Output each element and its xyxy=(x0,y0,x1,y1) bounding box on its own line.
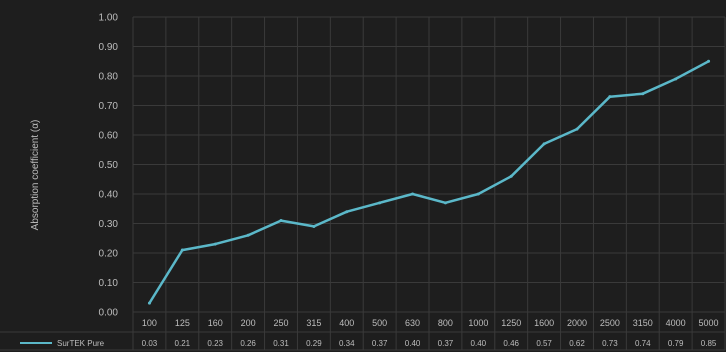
data-point xyxy=(213,242,217,246)
y-tick-label: 0.30 xyxy=(99,219,119,230)
data-table-value: 0.57 xyxy=(536,339,552,348)
data-table-value: 0.03 xyxy=(142,339,158,348)
legend-label: SurTEK Pure xyxy=(57,339,105,348)
data-point xyxy=(542,142,546,146)
y-tick-label: 0.60 xyxy=(99,131,119,142)
y-tick-label: 0.80 xyxy=(99,72,119,83)
data-point xyxy=(575,127,579,131)
data-table-value: 0.26 xyxy=(240,339,256,348)
gridlines xyxy=(0,16,726,351)
data-table-value: 0.73 xyxy=(602,339,618,348)
data-point xyxy=(476,192,480,196)
x-tick-label: 1600 xyxy=(534,318,554,328)
data-point xyxy=(443,201,447,205)
y-axis-title: Absorption coefficient (α) xyxy=(30,120,41,231)
data-table-value: 0.85 xyxy=(701,339,717,348)
series-line xyxy=(148,60,710,305)
data-table-value: 0.79 xyxy=(668,339,684,348)
data-point xyxy=(246,233,250,237)
y-tick-label: 0.70 xyxy=(99,101,119,112)
data-table-value: 0.37 xyxy=(372,339,388,348)
x-tick-label: 4000 xyxy=(666,318,686,328)
data-point xyxy=(378,201,382,205)
x-tick-label: 5000 xyxy=(699,318,719,328)
x-tick-label: 500 xyxy=(372,318,387,328)
data-point xyxy=(674,77,678,81)
data-point xyxy=(180,248,184,252)
data-table-value: 0.29 xyxy=(306,339,322,348)
data-point xyxy=(312,224,316,228)
data-table-value: 0.40 xyxy=(471,339,487,348)
x-tick-label: 2500 xyxy=(600,318,620,328)
x-axis-ticks: 100 125 160 200 250 315 400 500 630 800 1000 1250 16… xyxy=(142,318,719,328)
x-tick-label: 2000 xyxy=(567,318,587,328)
y-tick-label: 0.90 xyxy=(99,42,119,53)
data-table-value: 0.34 xyxy=(339,339,355,348)
x-tick-label: 315 xyxy=(306,318,321,328)
data-point xyxy=(707,59,711,63)
y-tick-label: 1.00 xyxy=(99,13,119,24)
y-axis-ticks: 0.00 0.10 0.20 0.30 0.40 0.50 0.60 0.70 0.80 0.90… xyxy=(99,13,119,319)
data-table-value: 0.46 xyxy=(503,339,519,348)
x-tick-label: 630 xyxy=(405,318,420,328)
data-table-value: 0.31 xyxy=(273,339,289,348)
x-tick-label: 250 xyxy=(273,318,288,328)
y-tick-label: 0.10 xyxy=(99,278,119,289)
y-tick-label: 0.50 xyxy=(99,160,119,171)
data-point xyxy=(411,192,415,196)
x-tick-label: 1000 xyxy=(468,318,488,328)
data-table-value: 0.62 xyxy=(569,339,585,348)
x-tick-label: 800 xyxy=(438,318,453,328)
data-point xyxy=(641,92,645,96)
data-table-value: 0.40 xyxy=(405,339,421,348)
x-tick-label: 1250 xyxy=(501,318,521,328)
x-tick-label: 100 xyxy=(142,318,157,328)
y-tick-label: 0.00 xyxy=(99,308,119,319)
data-table: SurTEK Pure 0.03 0.21 0.23 0.26 0.31 0.29 0.34 0… xyxy=(20,339,717,348)
x-tick-label: 200 xyxy=(241,318,256,328)
data-table-value: 0.23 xyxy=(207,339,223,348)
data-point xyxy=(608,95,612,99)
x-tick-label: 400 xyxy=(339,318,354,328)
y-tick-label: 0.40 xyxy=(99,190,119,201)
x-tick-label: 160 xyxy=(208,318,223,328)
data-point xyxy=(147,301,151,305)
data-table-value: 0.37 xyxy=(438,339,454,348)
y-tick-label: 0.20 xyxy=(99,249,119,260)
x-tick-label: 3150 xyxy=(633,318,653,328)
series-lines xyxy=(147,59,711,305)
data-table-value: 0.21 xyxy=(175,339,191,348)
data-point xyxy=(509,174,513,178)
x-tick-label: 125 xyxy=(175,318,190,328)
data-point xyxy=(345,210,349,214)
data-table-value: 0.74 xyxy=(635,339,651,348)
data-point xyxy=(279,219,283,223)
